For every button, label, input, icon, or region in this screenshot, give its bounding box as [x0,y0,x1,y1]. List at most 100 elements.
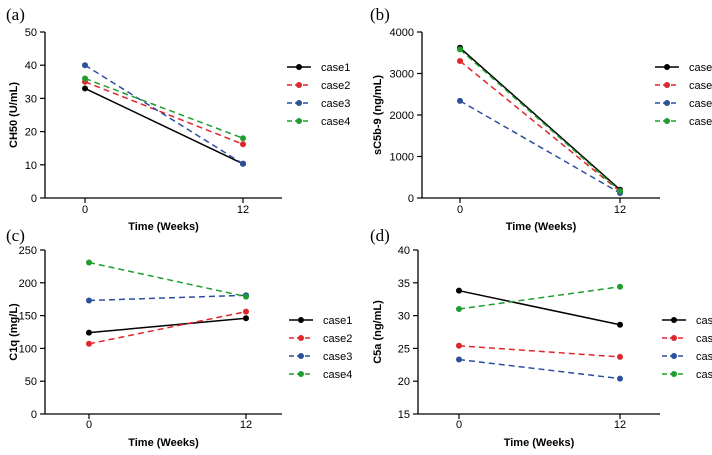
legend-marker [296,64,302,70]
data-point-case2 [243,308,249,315]
data-point-case4 [456,306,462,313]
legend-marker [671,317,677,323]
legend-item-case4: case4 [287,116,350,128]
series-case3 [82,62,246,167]
series-case2 [86,308,249,347]
series-line-case2 [84,81,244,145]
series-line-case4 [84,77,244,139]
y-axis-title: C1q (mg/L) [8,303,20,361]
y-tick-label: 0 [408,193,414,205]
data-point-case1 [82,85,88,92]
series-case3 [456,356,623,382]
series-case1 [82,85,246,167]
series-line-case2 [458,345,621,358]
legend-label: case1 [321,62,350,74]
x-tick-label: 0 [82,204,88,216]
panel-label: (a) [6,5,25,24]
y-tick-label: 20 [25,127,37,139]
legend-label: case1 [696,315,712,327]
legend-label: case1 [323,315,352,327]
x-axis-title: Time (Weeks) [504,437,575,449]
series-case1 [86,315,249,336]
y-tick-label: 0 [31,409,37,421]
y-tick-label: 200 [19,278,37,290]
legend-marker [296,100,302,106]
series-line-case2 [88,310,247,345]
legend-marker [664,100,670,106]
legend-label: case3 [323,351,352,363]
y-tick-label: 40 [25,60,37,72]
series-line-case3 [458,358,621,380]
series-case3 [86,292,249,304]
series-line-case3 [84,64,244,165]
data-point-case4 [82,75,88,82]
series-line-case3 [459,100,621,194]
y-tick-label: 2000 [390,110,414,122]
y-axis-title: C5a (ng/mL) [372,300,384,364]
data-point-case2 [456,342,462,349]
legend-item-case3: case3 [662,351,712,363]
chart-panel-3: (c) 0 50 100 150 200 250 0 12 Time (Weeks) C1q (mg… [6,226,352,449]
x-tick-label: 0 [457,204,463,216]
series-line-case4 [458,285,621,310]
y-tick-label: 100 [19,343,37,355]
legend-item-case2: case2 [289,333,352,345]
legend-label: case2 [696,333,712,345]
data-point-case1 [617,321,623,328]
y-tick-label: 40 [398,245,410,257]
y-tick-label: 250 [19,245,37,257]
data-point-case3 [82,62,88,69]
series-case2 [82,78,246,148]
y-tick-label: 20 [398,376,410,388]
legend-marker [664,82,670,88]
series-case1 [456,287,623,328]
y-tick-label: 25 [398,343,410,355]
legend-marker [298,317,304,323]
legend-item-case2: case2 [655,80,712,92]
legend-item-case2: case2 [287,80,350,92]
data-point-case2 [617,353,623,360]
data-point-case2 [457,58,463,65]
legend-item-case3: case3 [287,98,350,110]
series-line-case3 [88,294,247,302]
data-point-case4 [617,283,623,290]
y-axis-title: sC5b-9 (ng/mL) [372,75,384,155]
legend-marker [671,335,677,341]
data-point-case3 [240,160,246,167]
series-case2 [456,342,623,360]
legend-item-case1: case1 [655,62,712,74]
legend-marker [296,82,302,88]
chart-panel-2: (b) 0 1000 2000 3000 4000 0 12 Time (Weeks) sC5b-… [370,5,712,233]
legend-item-case1: case1 [289,315,352,327]
y-tick-label: 4000 [390,27,414,39]
legend-item-case4: case4 [655,116,712,128]
x-axis-title: Time (Weeks) [128,437,199,449]
panel-label: (c) [6,226,25,245]
series-case1 [457,44,623,193]
chart-panel-1: (a) 0 10 20 30 40 50 0 12 Time (Weeks) CH50 (U/mL)… [6,5,350,233]
legend-item-case2: case2 [662,333,712,345]
x-tick-label: 0 [456,419,462,431]
series-case4 [82,75,246,142]
y-tick-label: 30 [398,311,410,323]
series-case4 [457,46,623,194]
x-tick-label: 12 [237,204,249,216]
data-point-case4 [240,135,246,142]
series-case4 [86,259,249,300]
series-line-case4 [88,261,247,298]
legend-label: case4 [696,369,712,381]
data-point-case3 [86,297,92,304]
legend-label: case1 [689,62,712,74]
data-point-case3 [617,375,623,382]
x-axis-title: Time (Weeks) [506,221,577,233]
data-point-case4 [86,259,92,266]
data-point-case4 [243,293,249,300]
legend-label: case2 [323,333,352,345]
series-line-case1 [459,47,621,191]
y-tick-label: 10 [25,160,37,172]
series-line-case2 [459,60,621,192]
legend-item-case3: case3 [655,98,712,110]
x-tick-label: 12 [614,419,626,431]
x-tick-label: 0 [86,419,92,431]
